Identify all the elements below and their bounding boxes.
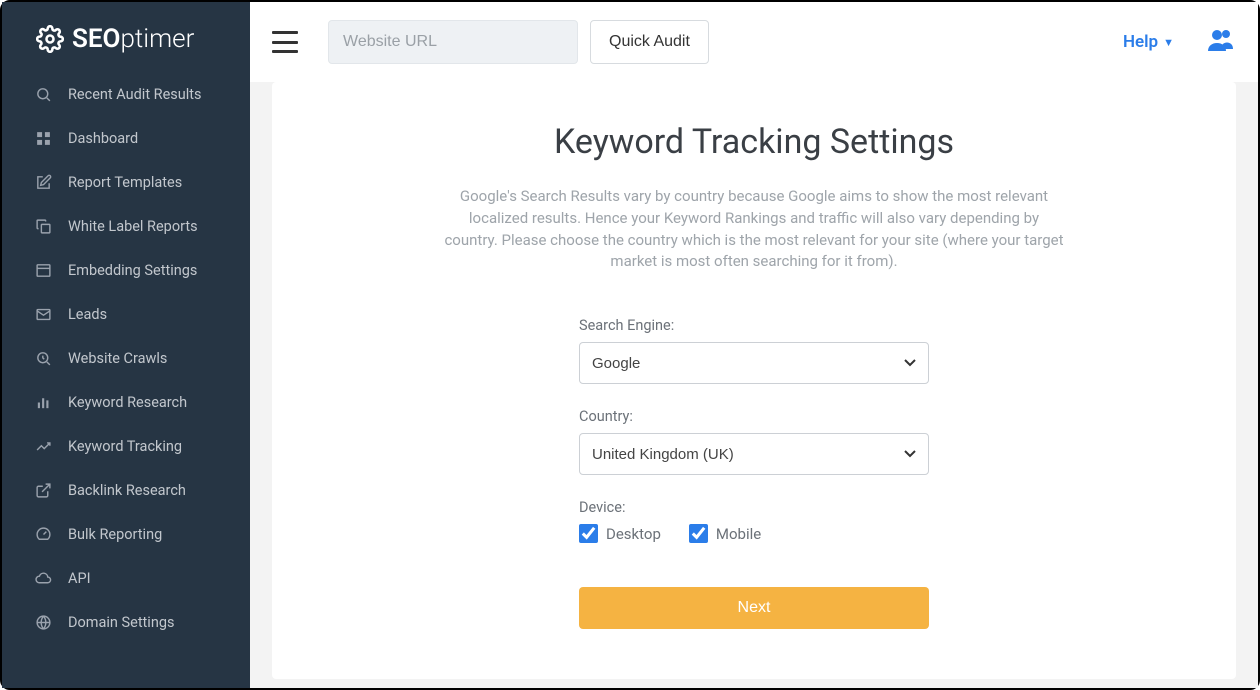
search-engine-label: Search Engine: (579, 317, 929, 334)
main-area: Quick Audit Help ▼ Keyword Tracking Sett… (250, 2, 1258, 688)
sidebar-item-label: White Label Reports (68, 218, 198, 235)
sidebar-item-label: Report Templates (68, 174, 182, 191)
page-title: Keyword Tracking Settings (332, 122, 1176, 162)
country-label: Country: (579, 408, 929, 425)
sidebar-item-label: Embedding Settings (68, 262, 197, 279)
globe-icon (34, 613, 52, 631)
sidebar-item-label: Website Crawls (68, 350, 167, 367)
sidebar-item-recent-audit-results[interactable]: Recent Audit Results (2, 72, 250, 116)
sidebar-item-keyword-tracking[interactable]: Keyword Tracking (2, 424, 250, 468)
copy-icon (34, 217, 52, 235)
brand-thin: ptimer (120, 24, 194, 54)
crawl-icon (34, 349, 52, 367)
sidebar-item-dashboard[interactable]: Dashboard (2, 116, 250, 160)
sidebar-item-leads[interactable]: Leads (2, 292, 250, 336)
sidebar-item-label: Dashboard (68, 130, 138, 147)
desktop-checkbox-label: Desktop (606, 525, 661, 543)
sidebar-nav: Recent Audit Results Dashboard Report Temp… (2, 72, 250, 644)
sidebar-item-backlink-research[interactable]: Backlink Research (2, 468, 250, 512)
sidebar-item-bulk-reporting[interactable]: Bulk Reporting (2, 512, 250, 556)
sidebar: SEOptimer Recent Audit ResultsDashboardR… (2, 2, 250, 688)
device-checkbox-row: Desktop Mobile (579, 524, 929, 543)
sidebar-item-report-templates[interactable]: Report Templates (2, 160, 250, 204)
mail-icon (34, 305, 52, 323)
settings-card: Keyword Tracking Settings Google's Searc… (272, 82, 1236, 679)
settings-form: Search Engine: Google Country: United Ki… (579, 317, 929, 629)
sidebar-item-label: Bulk Reporting (68, 526, 162, 543)
sidebar-item-label: Domain Settings (68, 614, 174, 631)
sidebar-item-label: Backlink Research (68, 482, 186, 499)
desktop-checkbox[interactable] (579, 524, 598, 543)
chart-icon (34, 393, 52, 411)
sidebar-item-label: API (68, 570, 91, 587)
users-icon[interactable] (1206, 27, 1236, 57)
trend-icon (34, 437, 52, 455)
help-label: Help (1123, 32, 1158, 52)
sidebar-item-white-label-reports[interactable]: White Label Reports (2, 204, 250, 248)
next-button[interactable]: Next (579, 587, 929, 629)
search-icon (34, 85, 52, 103)
sidebar-item-domain-settings[interactable]: Domain Settings (2, 600, 250, 644)
gauge-icon (34, 525, 52, 543)
brand-bold: SEO (72, 24, 120, 54)
sidebar-item-embedding-settings[interactable]: Embedding Settings (2, 248, 250, 292)
sidebar-item-label: Keyword Research (68, 394, 187, 411)
topbar: Quick Audit Help ▼ (250, 2, 1258, 82)
device-label: Device: (579, 499, 929, 516)
country-select[interactable]: United Kingdom (UK) (579, 433, 929, 475)
grid-icon (34, 129, 52, 147)
page-description: Google's Search Results vary by country … (444, 186, 1064, 273)
brand-logo[interactable]: SEOptimer (2, 2, 250, 72)
sidebar-item-keyword-research[interactable]: Keyword Research (2, 380, 250, 424)
content-area: Keyword Tracking Settings Google's Searc… (250, 82, 1258, 688)
embed-icon (34, 261, 52, 279)
chevron-down-icon: ▼ (1163, 36, 1174, 49)
sidebar-item-label: Recent Audit Results (68, 86, 202, 103)
help-dropdown[interactable]: Help ▼ (1123, 32, 1174, 52)
sidebar-item-label: Leads (68, 306, 107, 323)
cloud-icon (34, 569, 52, 587)
sidebar-item-api[interactable]: API (2, 556, 250, 600)
external-icon (34, 481, 52, 499)
quick-audit-button[interactable]: Quick Audit (590, 20, 709, 64)
mobile-checkbox[interactable] (689, 524, 708, 543)
sidebar-item-label: Keyword Tracking (68, 438, 182, 455)
search-engine-select[interactable]: Google (579, 342, 929, 384)
edit-icon (34, 173, 52, 191)
sidebar-item-website-crawls[interactable]: Website Crawls (2, 336, 250, 380)
gear-icon (36, 25, 64, 53)
menu-toggle-icon[interactable] (272, 31, 298, 53)
website-url-input[interactable] (328, 20, 578, 64)
mobile-checkbox-label: Mobile (716, 525, 761, 543)
